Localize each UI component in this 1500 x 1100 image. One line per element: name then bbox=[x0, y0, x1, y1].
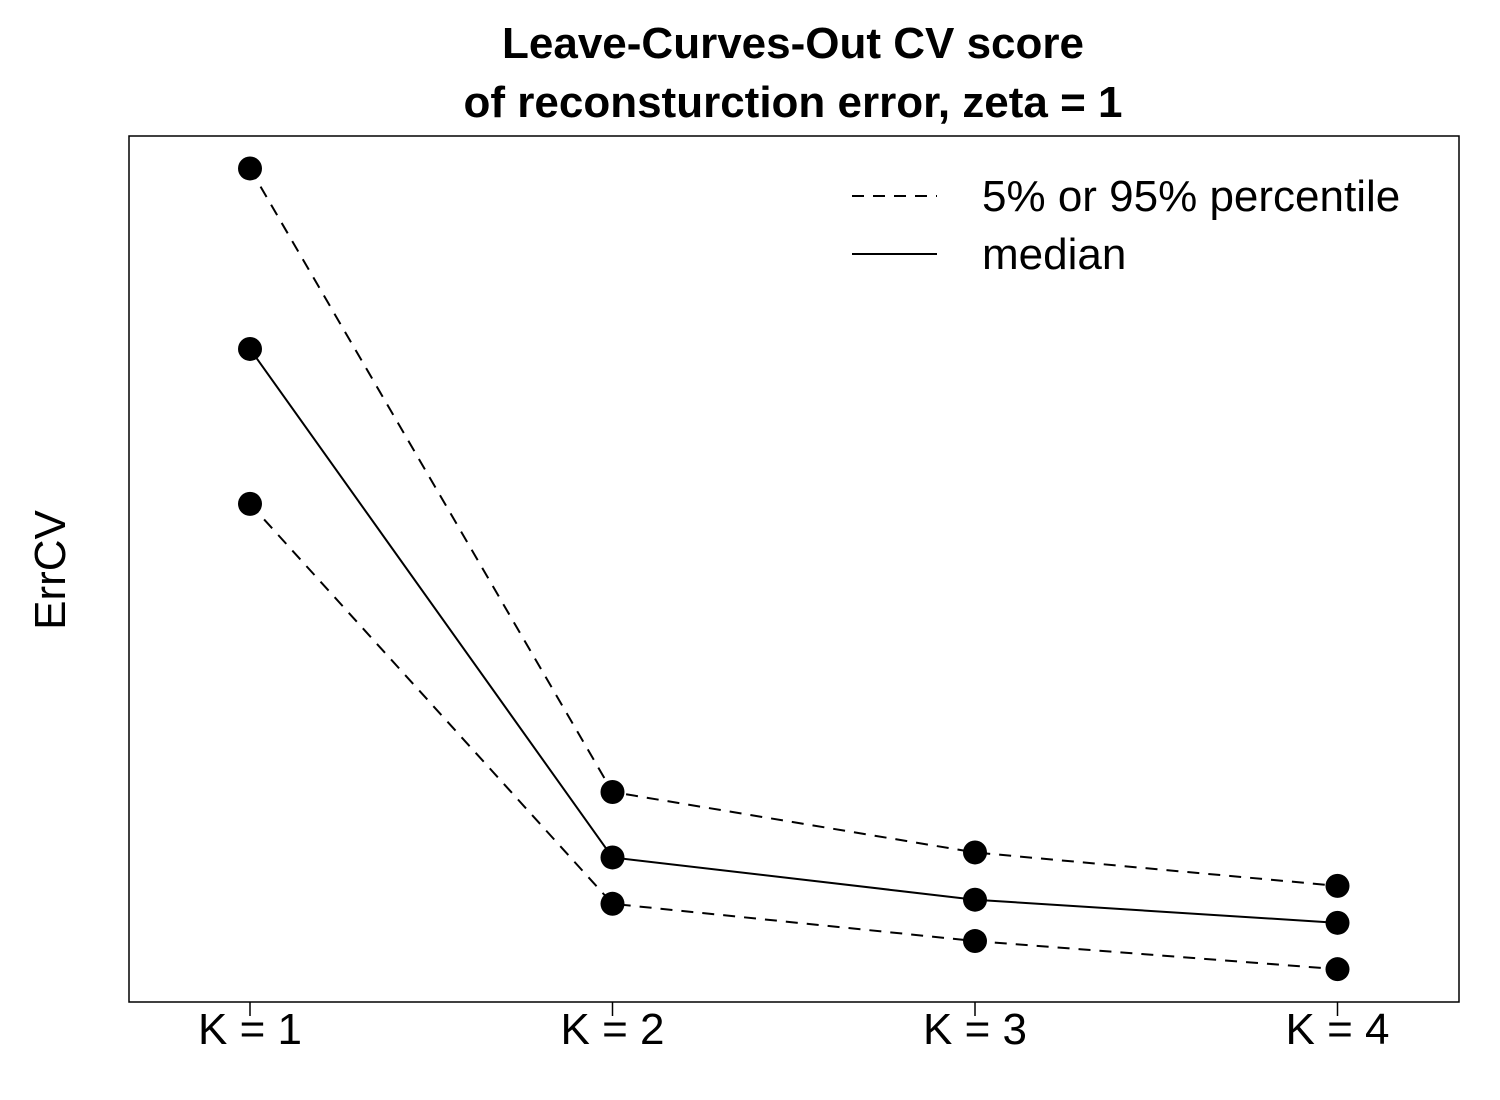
data-point-5-percentile-3 bbox=[963, 929, 987, 954]
data-point-5-percentile-4 bbox=[1325, 957, 1350, 982]
data-point-median-2 bbox=[600, 845, 625, 870]
series-layer bbox=[238, 156, 1350, 982]
chart-title-line-2: of reconsturction error, zeta = 1 bbox=[464, 78, 1123, 127]
x-tick-label-3: K = 3 bbox=[923, 1005, 1027, 1054]
data-point-95-percentile-4 bbox=[1325, 873, 1350, 898]
series-line-median bbox=[249, 348, 1338, 924]
plot-frame bbox=[128, 135, 1460, 1003]
chart-title-line-1: Leave-Curves-Out CV score bbox=[502, 19, 1084, 68]
data-point-95-percentile-2 bbox=[600, 779, 625, 804]
data-point-95-percentile-3 bbox=[963, 840, 987, 865]
legend-label-1: 5% or 95% percentile bbox=[982, 172, 1400, 221]
data-point-5-percentile-1 bbox=[238, 491, 262, 516]
legend: 5% or 95% percentile median bbox=[852, 172, 1400, 279]
data-point-median-3 bbox=[963, 887, 987, 912]
legend-label-2: median bbox=[982, 230, 1126, 279]
x-tick-label-4: K = 4 bbox=[1286, 1005, 1390, 1054]
data-point-5-percentile-2 bbox=[600, 891, 625, 916]
y-axis-label: ErrCV bbox=[26, 509, 75, 629]
x-axis: K = 1 K = 2 K = 3 K = 4 bbox=[198, 1002, 1389, 1054]
x-tick-label-1: K = 1 bbox=[198, 1005, 302, 1054]
series-line-95-percentile bbox=[249, 167, 1338, 887]
data-point-95-percentile-1 bbox=[238, 156, 262, 181]
series-line-5-percentile bbox=[249, 503, 1338, 971]
data-point-median-4 bbox=[1325, 910, 1350, 935]
data-point-median-1 bbox=[238, 336, 262, 361]
x-tick-label-2: K = 2 bbox=[561, 1005, 665, 1054]
